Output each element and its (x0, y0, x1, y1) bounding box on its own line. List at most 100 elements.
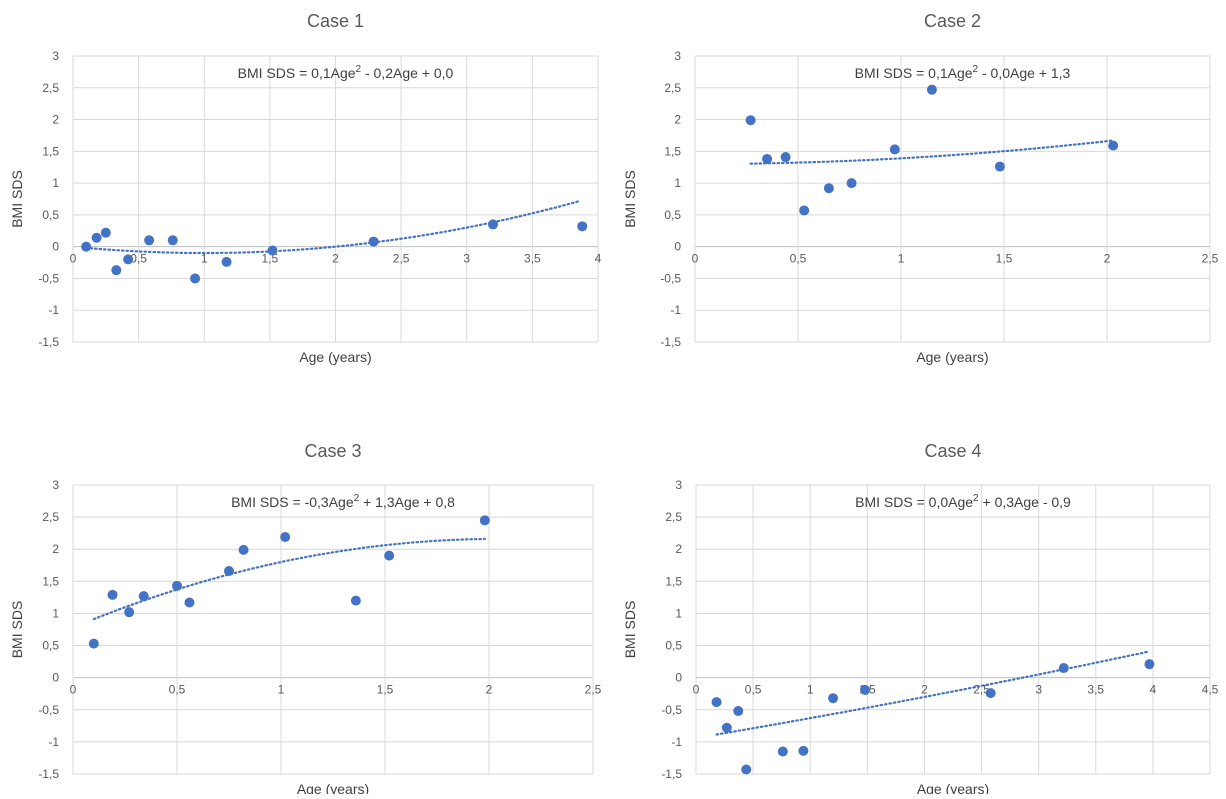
data-point (798, 745, 809, 756)
y-tick-label: -0,5 (38, 703, 59, 717)
data-point (111, 265, 122, 276)
data-point (88, 638, 99, 649)
y-tick-label: 1,5 (664, 144, 681, 158)
data-point (280, 532, 291, 543)
trendline-equation: BMI SDS = -0,3Age2 + 1,3Age + 0,8 (231, 493, 455, 510)
data-point (860, 684, 871, 695)
y-tick-label: 0,5 (42, 639, 59, 653)
chart-case-1: Case 1 3 2,5 2 1,5 1 0,5 0 -0,5 -1 -1,5 0 0,5 1 1,5 2 2,… (0, 0, 613, 397)
data-point (799, 205, 810, 216)
equation-prefix: BMI SDS = 0,1Age (238, 65, 356, 81)
data-point (81, 241, 92, 252)
x-tick-label: 4,5 (1202, 683, 1219, 697)
x-axis-label: Age (years) (917, 781, 989, 794)
y-tick-label: -0,5 (660, 271, 681, 285)
y-tick-label: 3 (675, 478, 682, 492)
equation-prefix: BMI SDS = 0,0Age (855, 494, 973, 510)
x-tick-label: 2 (1104, 252, 1111, 266)
x-axis-label: Age (years) (916, 349, 988, 365)
data-point (100, 227, 111, 238)
y-tick-label: -1 (48, 303, 59, 317)
data-point (350, 595, 361, 606)
data-point (267, 245, 278, 256)
chart-case-2: Case 2 3 2,5 2 1,5 1 0,5 0 -0,5 -1 -1,5 0 0,5 1 1,5 2 2,… (613, 0, 1226, 397)
equation-suffix: + 0,3Age - 0,9 (979, 494, 1071, 510)
equation-suffix: - 0,2Age + 0,0 (361, 65, 453, 81)
chart-title: Case 2 (924, 11, 981, 31)
x-tick-label: 3,5 (1087, 683, 1104, 697)
trendline (715, 650, 1149, 736)
x-tick-label: 1,5 (262, 252, 279, 266)
y-axis-label: BMI SDS (622, 170, 638, 228)
trendline-equation: BMI SDS = 0,1Age2 - 0,0Age + 1,3 (855, 64, 1071, 81)
x-tick-label: 0 (70, 683, 77, 697)
x-tick-label: 3 (1035, 683, 1042, 697)
chart-svg-3: Case 3 3 2,5 2 1,5 1 0,5 0 -0,5 -1 -1,5 0 0,5 1 1,5 2 2,… (9, 441, 602, 797)
y-axis-label: BMI SDS (9, 601, 25, 659)
data-point (985, 688, 996, 699)
data-point (926, 84, 937, 95)
data-point (1058, 663, 1069, 674)
data-point (762, 153, 773, 164)
y-tick-label: 0 (675, 671, 682, 685)
equation-exponent: 2 (973, 64, 979, 75)
y-tick-label: -1,5 (660, 335, 681, 349)
data-point (172, 580, 182, 591)
x-tick-label: 1 (278, 683, 285, 697)
x-tick-label: 2 (332, 252, 339, 266)
equation-prefix: BMI SDS = 0,1Age (855, 65, 973, 81)
x-tick-label: 1,5 (377, 683, 394, 697)
x-tick-label: 2,5 (585, 683, 602, 697)
data-point (221, 256, 232, 267)
y-tick-label: 3 (674, 49, 681, 63)
y-tick-label: 0,5 (664, 208, 681, 222)
x-axis-label: Age (years) (297, 781, 369, 794)
y-tick-label: 2 (675, 542, 682, 556)
data-point (745, 115, 756, 126)
y-tick-label: 1 (52, 606, 59, 620)
data-point (123, 254, 134, 265)
data-point (741, 764, 752, 775)
y-tick-label: 0 (52, 671, 59, 685)
equation-suffix: + 1,3Age + 0,8 (359, 494, 455, 510)
trendline-equation: BMI SDS = 0,1Age2 - 0,2Age + 0,0 (238, 64, 454, 81)
y-tick-label: 2,5 (42, 81, 59, 95)
y-tick-label: 2 (52, 542, 59, 556)
y-tick-label: 1,5 (665, 574, 682, 588)
x-tick-label: 0 (692, 252, 699, 266)
data-point (1144, 659, 1155, 670)
x-tick-label: 0,5 (169, 683, 186, 697)
data-point (577, 221, 588, 232)
x-tick-label: 3 (463, 252, 470, 266)
x-tick-label: 2,5 (1202, 252, 1219, 266)
y-tick-label: 0 (52, 240, 59, 254)
y-tick-label: 1 (52, 176, 59, 190)
y-tick-label: -1 (671, 735, 682, 749)
data-point (144, 235, 155, 246)
y-tick-label: 0 (674, 240, 681, 254)
data-point (846, 178, 857, 189)
data-point (190, 273, 201, 284)
y-tick-label: 3 (52, 478, 59, 492)
y-tick-label: 0,5 (665, 639, 682, 653)
y-tick-label: -1,5 (38, 335, 59, 349)
data-point (479, 515, 490, 526)
data-point (777, 746, 788, 757)
data-point (184, 597, 195, 608)
y-tick-label: -1,5 (38, 767, 59, 781)
y-axis-label: BMI SDS (9, 170, 25, 228)
equation-exponent: 2 (973, 493, 979, 504)
y-tick-label: 1,5 (42, 144, 59, 158)
y-tick-label: -1 (48, 735, 59, 749)
data-point (124, 607, 135, 618)
x-tick-label: 1 (807, 683, 814, 697)
equation-suffix: - 0,0Age + 1,3 (978, 65, 1070, 81)
x-tick-label: 0,5 (130, 252, 147, 266)
y-tick-label: -0,5 (661, 703, 682, 717)
data-point (368, 236, 379, 247)
chart-title: Case 3 (304, 441, 361, 461)
data-point (107, 589, 118, 600)
y-tick-label: 2 (674, 113, 681, 127)
x-tick-label: 0 (693, 683, 700, 697)
y-tick-label: -0,5 (38, 271, 59, 285)
